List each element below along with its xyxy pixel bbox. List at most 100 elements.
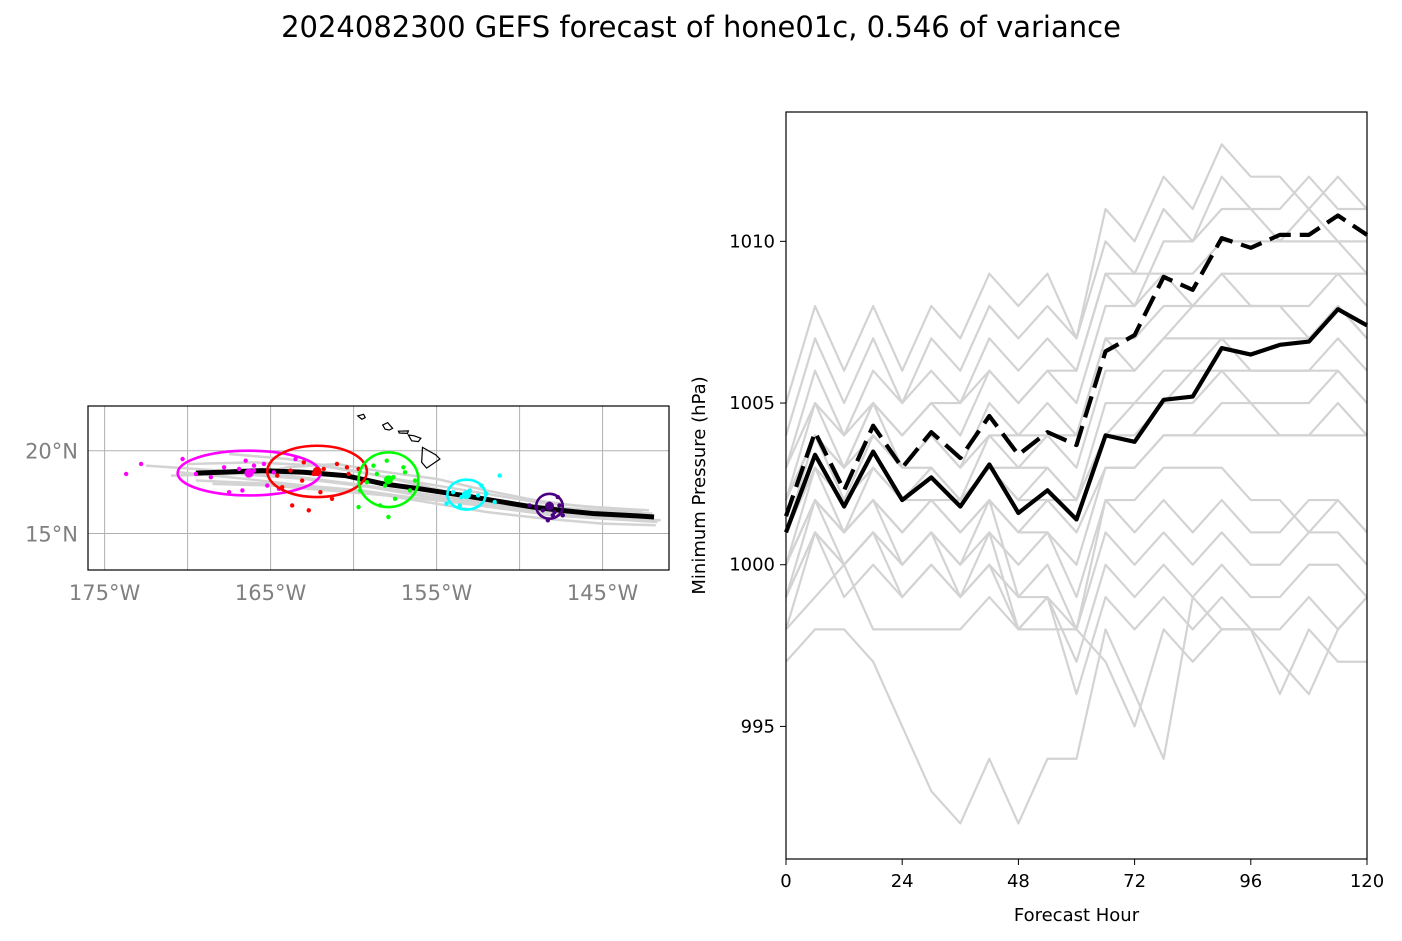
ensemble-point [364,480,370,485]
spread-ellipse [534,492,565,520]
ensemble-point [540,508,546,513]
ensemble-point [386,514,391,520]
map-lat-tick-label: 15°N [25,523,78,547]
ensemble-track [245,462,643,514]
x-tick-label: 48 [1007,871,1030,892]
ensemble-point [288,468,293,473]
ensemble-point [497,473,502,478]
ensemble-members [784,143,1368,825]
spread-ellipse [446,478,487,511]
ensemble-member-line [784,531,1368,631]
coastlines [356,413,441,469]
ensemble-point [344,465,350,470]
ensemble-point [552,509,557,515]
ensemble-point [243,458,248,463]
ensemble-member-line [784,434,1367,566]
ensemble-point [401,465,406,470]
ensemble-member-line [784,369,1368,566]
ensemble-point [265,483,270,488]
ensemble-point [318,489,323,495]
ensemble-point [412,478,418,483]
map-grid [88,406,669,570]
ensemble-track [212,482,656,527]
map-frame [87,405,670,571]
figure-title: 2024082300 GEFS forecast of hone01c, 0.5… [281,10,1121,44]
coastline-hawaii [421,446,441,469]
pressure-ticks: 0 24 48 72 96 120 995 1000 1005 1010 [729,231,1384,892]
ensemble-member-line [785,595,1367,825]
ensemble-point [193,471,199,477]
ensemble-point [289,503,295,508]
map-lon-tick-label: 175°W [69,581,141,605]
ellipse-center-point [244,468,254,478]
ensemble-point [271,470,277,475]
ensemble-member-line [784,531,1368,663]
y-tick-label: 1000 [729,555,775,576]
ensemble-point [138,461,144,467]
y-tick-label: 995 [741,716,775,737]
ensemble-member-line [784,272,1367,501]
ensemble-point [392,496,398,501]
ensemble-point [382,483,388,488]
ensemble-point [236,466,242,472]
ensemble-member-line [784,304,1368,533]
ensemble-point [560,513,565,518]
ensemble-point [275,473,280,478]
map-lon-tick-label: 145°W [567,581,639,605]
x-tick-label: 96 [1239,871,1262,892]
ensemble-track [170,472,661,522]
dashed-mean-line [784,213,1369,517]
ensemble-point [261,461,267,467]
mean-track [195,468,655,520]
map-tick-labels: 175°W 165°W 155°W 145°W 15°N 20°N [25,440,638,605]
coastline-oahu [381,421,394,431]
ensemble-point [557,503,562,508]
ellipse-center-point [383,475,393,485]
ensemble-member-line [784,175,1367,436]
ensemble-member-line [784,531,1368,696]
ensemble-point [457,503,463,508]
x-tick-label: 72 [1123,871,1146,892]
ensemble-point [334,461,340,467]
ellipse-center-point [544,501,554,511]
ensemble-point [221,465,227,470]
y-tick-label: 1005 [729,393,775,414]
map-lon-tick-label: 165°W [235,581,307,605]
ensemble-point [299,478,305,483]
ensemble-point [293,456,298,462]
ensemble-point [240,488,245,493]
ensemble-point [306,508,311,513]
coastline-kauai [356,413,367,420]
ensemble-point [451,489,456,495]
x-axis-label: Forecast Hour [1014,905,1140,926]
ensemble-point [527,503,532,508]
ensemble-point [208,475,214,480]
pressure-frame [785,111,1368,860]
ensemble-point [251,463,257,468]
mean-track-line [195,468,655,520]
ensemble-point [329,496,335,501]
x-tick-label: 24 [891,871,914,892]
spread-ellipses [176,444,565,520]
ensemble-point [402,470,408,475]
ensemble-point [384,458,389,463]
ensemble-point [346,471,351,477]
ensemble-point [492,499,497,505]
spread-ellipse [357,451,420,509]
map-lon-tick-label: 155°W [401,581,473,605]
ensemble-point [374,471,380,477]
coastline-maui [407,434,422,443]
map-lat-tick-label: 20°N [25,440,78,464]
ellipse-center-point [312,466,322,476]
ensemble-member-line [785,563,1368,728]
y-tick-label: 1010 [729,231,775,252]
spread-ellipse [265,444,369,499]
solid-mean-line [784,307,1369,534]
ensemble-point [123,471,129,477]
ensemble-point [475,493,481,498]
ensemble-track [187,461,653,515]
coastline-molokai [397,430,410,434]
ensemble-point [407,488,413,493]
